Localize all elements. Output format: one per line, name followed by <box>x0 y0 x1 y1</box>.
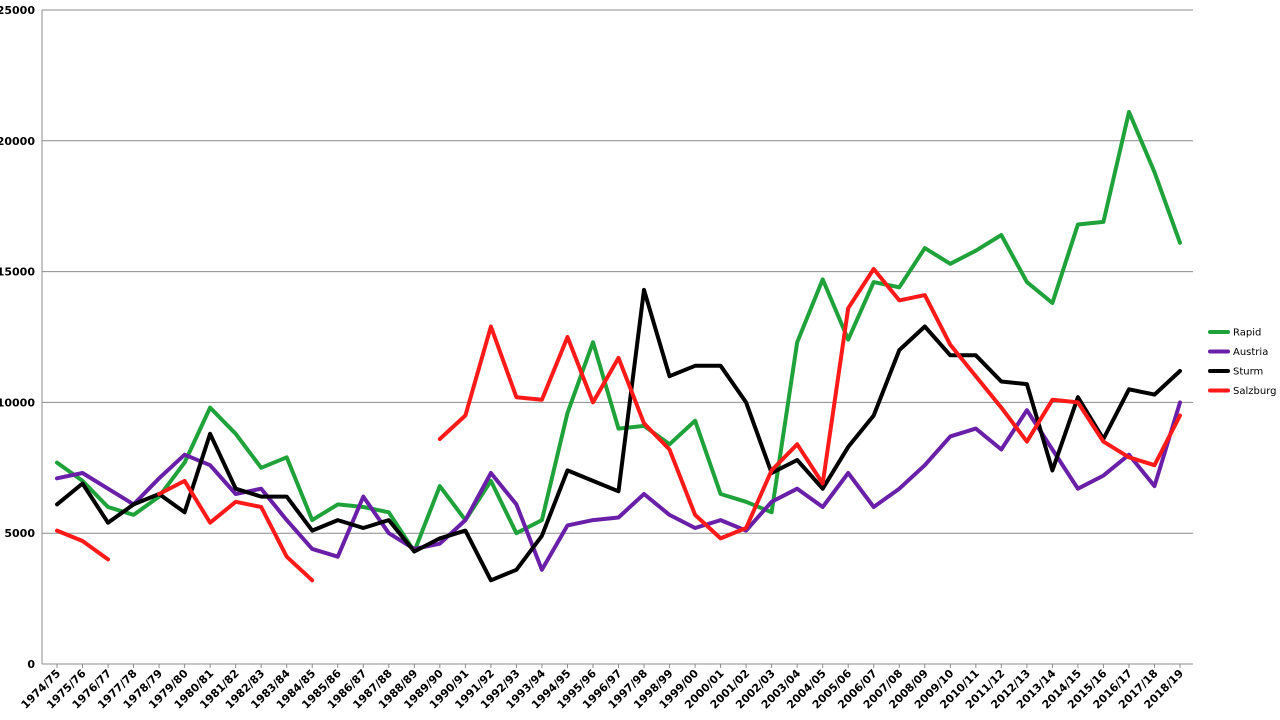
series-line-rapid <box>55 110 1182 554</box>
axes <box>41 10 1193 668</box>
legend-item-salzburg: Salzburg <box>1208 386 1276 397</box>
y-tick-label: 10000 <box>0 396 35 409</box>
legend: Rapid Austria Sturm Salzburg <box>1208 328 1276 397</box>
legend-item-austria: Austria <box>1208 347 1268 358</box>
y-tick-label: 0 <box>27 658 35 671</box>
y-tick-label: 25000 <box>0 4 35 17</box>
legend-label: Sturm <box>1233 367 1263 378</box>
legend-item-rapid: Rapid <box>1208 328 1261 339</box>
series-line-sturm <box>55 287 1182 583</box>
y-axis-tick-labels: 0 5000 10000 15000 20000 25000 <box>0 4 35 671</box>
y-tick-label: 5000 <box>4 527 35 540</box>
series-line-salzburg <box>55 267 1182 583</box>
legend-label: Rapid <box>1233 328 1261 339</box>
y-tick-label: 20000 <box>0 135 35 148</box>
legend-item-sturm: Sturm <box>1208 367 1263 378</box>
legend-label: Austria <box>1233 347 1268 358</box>
legend-label: Salzburg <box>1233 386 1276 397</box>
series-lines <box>55 110 1182 583</box>
y-tick-label: 15000 <box>0 266 35 279</box>
gridlines <box>42 9 1193 534</box>
x-axis-tick-labels: 1974/751975/761976/771977/781978/791979/… <box>19 667 1187 712</box>
